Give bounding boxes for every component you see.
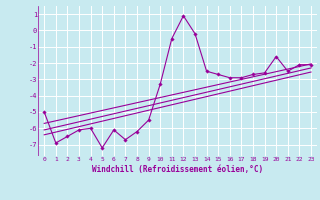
X-axis label: Windchill (Refroidissement éolien,°C): Windchill (Refroidissement éolien,°C) [92,165,263,174]
